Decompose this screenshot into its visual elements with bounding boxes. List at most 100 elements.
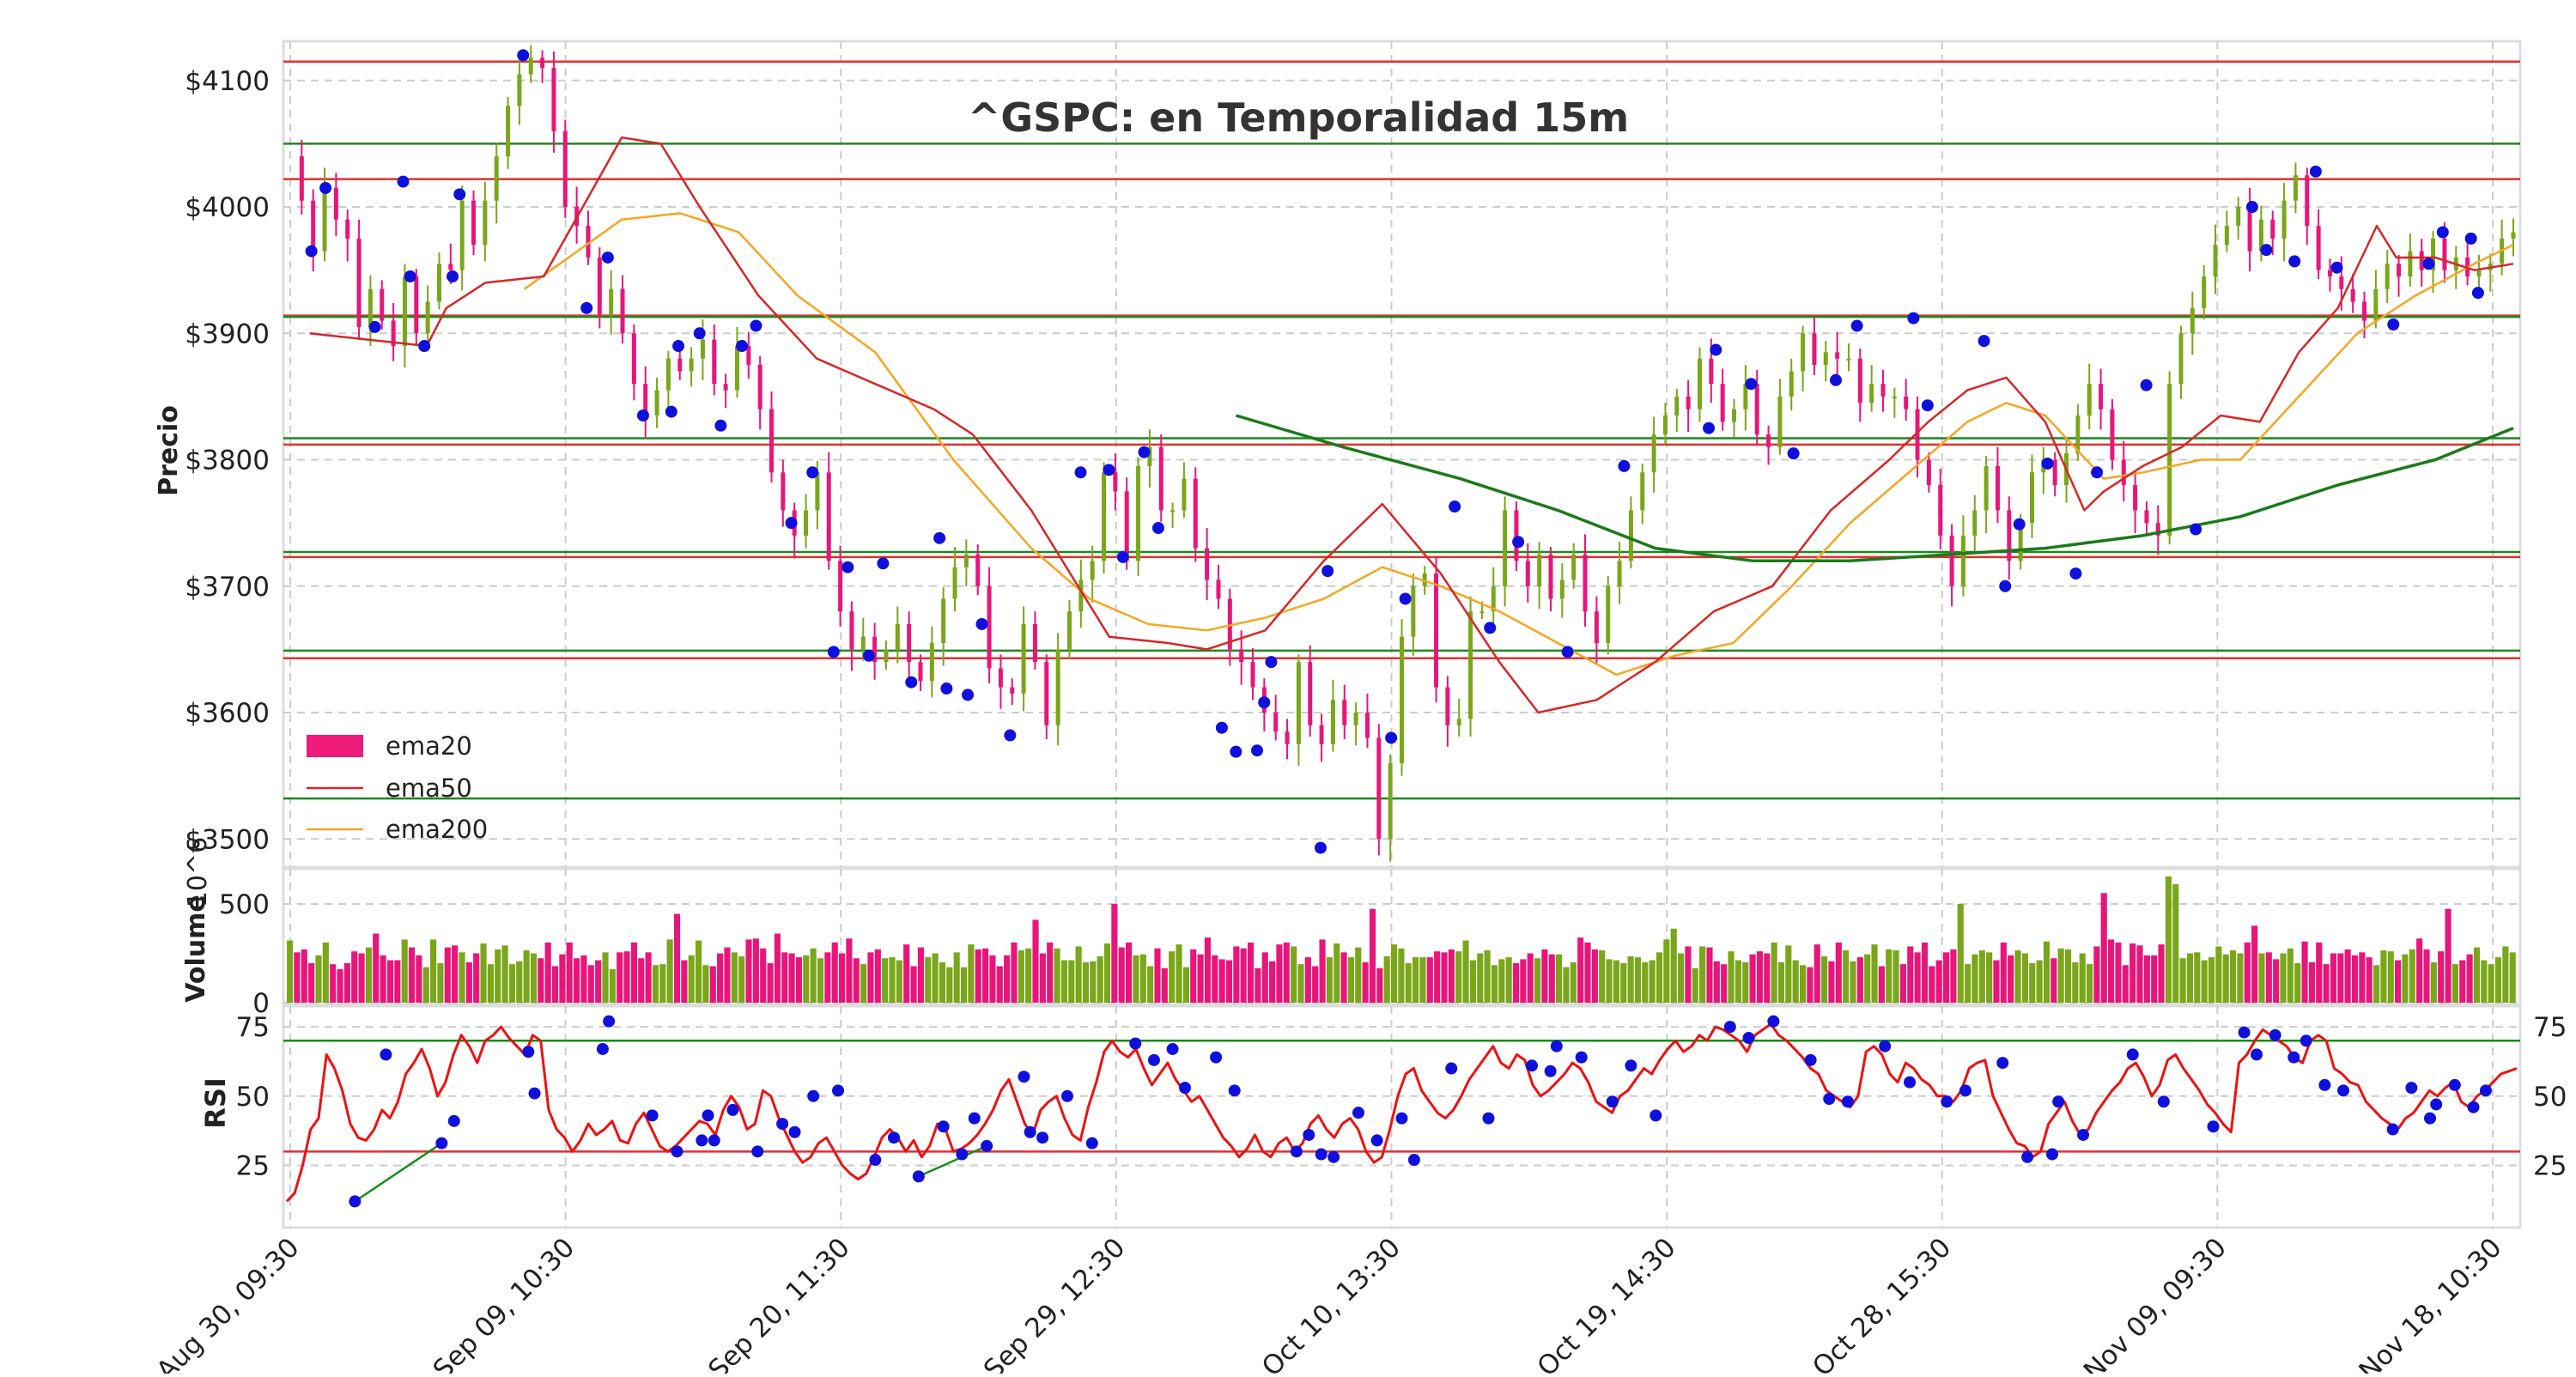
volume-bar [1032,919,1039,1003]
volume-bar [968,944,975,1003]
candle-up [1456,719,1461,725]
candle-up [1021,623,1026,694]
volume-bar [838,953,846,1003]
volume-bar [1656,952,1663,1003]
rsi-pivot-marker [1625,1059,1637,1072]
candle-up [459,200,465,270]
rsi-pivot-marker [696,1134,708,1147]
candle-up [1789,371,1794,397]
volume-bar [452,945,459,1003]
volume-bar [1856,957,1863,1003]
volume-bar [1950,949,1957,1003]
volume-bar [2179,958,2186,1003]
volume-bar [2136,945,2143,1003]
candle-up [884,649,889,663]
candle-down [356,238,361,327]
volume-bar [1929,966,1935,1003]
candle-down [746,346,751,366]
volume-bar [1075,946,1082,1003]
price-pivot-marker [2190,523,2202,536]
chart-labels: ^GSPC: en Temporalidad 15m Precio Volume… [154,94,1629,1129]
volume-bar [1060,960,1068,1003]
candle-down [1205,548,1210,580]
volume-bar [1534,958,1541,1003]
volume-bar [1706,947,1713,1003]
candle-up [1777,396,1783,447]
price-pivot-marker [1618,459,1631,472]
volume-bar [853,958,860,1003]
rsi-pivot-marker [1823,1093,1836,1106]
candle-down [1904,396,1909,409]
candle-down [1548,554,1553,599]
candle-up [2224,226,2229,246]
price-y-tick-label: $3900 [185,318,270,349]
candle-up [2018,523,2023,561]
volume-bar [2093,946,2100,1003]
price-pivot-marker [975,617,988,630]
rsi-pivot-marker [1036,1131,1049,1144]
x-tick-label: Sep 29, 12:30 [978,1232,1132,1374]
rsi-pivot-marker [1210,1051,1223,1064]
volume-bar [1735,960,1741,1003]
volume-bar [2402,954,2409,1003]
volume-bar [408,947,416,1003]
candle-up [1411,585,1416,637]
volume-bar [1728,951,1735,1003]
rsi-pivot-marker [1060,1089,1073,1102]
volume-bar [1935,960,1942,1003]
volume-bar [465,961,472,1003]
volume-y-tick-label: 500 [219,889,270,920]
candle-down [1926,459,1931,485]
volume-bar [623,951,630,1003]
price-pivot-marker [665,405,677,418]
candle-up [2373,288,2379,321]
volume-bar [2466,954,2473,1003]
x-tick-label: Nov 09, 09:30 [2078,1232,2233,1374]
volume-bar [688,955,695,1003]
candle-down [826,472,831,561]
candle-down [1364,713,1370,738]
rsi-pivot-marker [2287,1051,2300,1064]
volume-bar [2473,947,2481,1003]
price-pivot-marker [2422,258,2435,270]
rsi-pivot-marker [912,1170,925,1183]
volume-bar [2079,953,2086,1003]
candle-down [1239,649,1244,663]
volume-bar [2244,942,2251,1003]
volume-bar [538,958,544,1003]
price-pivot-marker [1829,373,1842,386]
volume-bar [1670,928,1677,1003]
price-pivot-marker [1921,399,1934,412]
volume-bar [1376,968,1383,1003]
volume-bar [889,957,896,1003]
x-tick-label: Aug 30, 09:30 [150,1232,305,1374]
price-pivot-marker [940,682,953,695]
price-y-axis-label: Precio [154,405,184,496]
rsi-pivot-marker [968,1112,981,1125]
rsi-pivot-marker [2077,1128,2090,1141]
rsi-pivot-marker [671,1145,683,1158]
volume-bar [1261,952,1268,1003]
rsi-pivot-marker [1959,1084,1971,1097]
rsi-pivot-marker [1407,1154,1420,1167]
rsi-pivot-marker [1303,1128,1315,1141]
rsi-pivot-marker [832,1084,845,1097]
pivot-markers [305,49,2492,1208]
price-pivot-marker [2330,261,2343,274]
candle-down [1376,737,1382,840]
volume-bar [1814,944,1820,1003]
candle-up [2087,384,2092,416]
candle-down [1445,687,1450,725]
volume-bar [337,968,343,1003]
price-pivot-marker [672,340,685,353]
candle-down [872,636,878,663]
volume-bar [2430,961,2437,1003]
volume-bar [760,948,767,1003]
volume-bar [903,944,910,1003]
volume-bar [1548,954,1555,1003]
volume-bar [781,952,788,1003]
volume-bar [1878,966,1885,1003]
candle-up [665,358,671,391]
volume-bar [358,953,365,1003]
candle-down [1514,510,1519,561]
